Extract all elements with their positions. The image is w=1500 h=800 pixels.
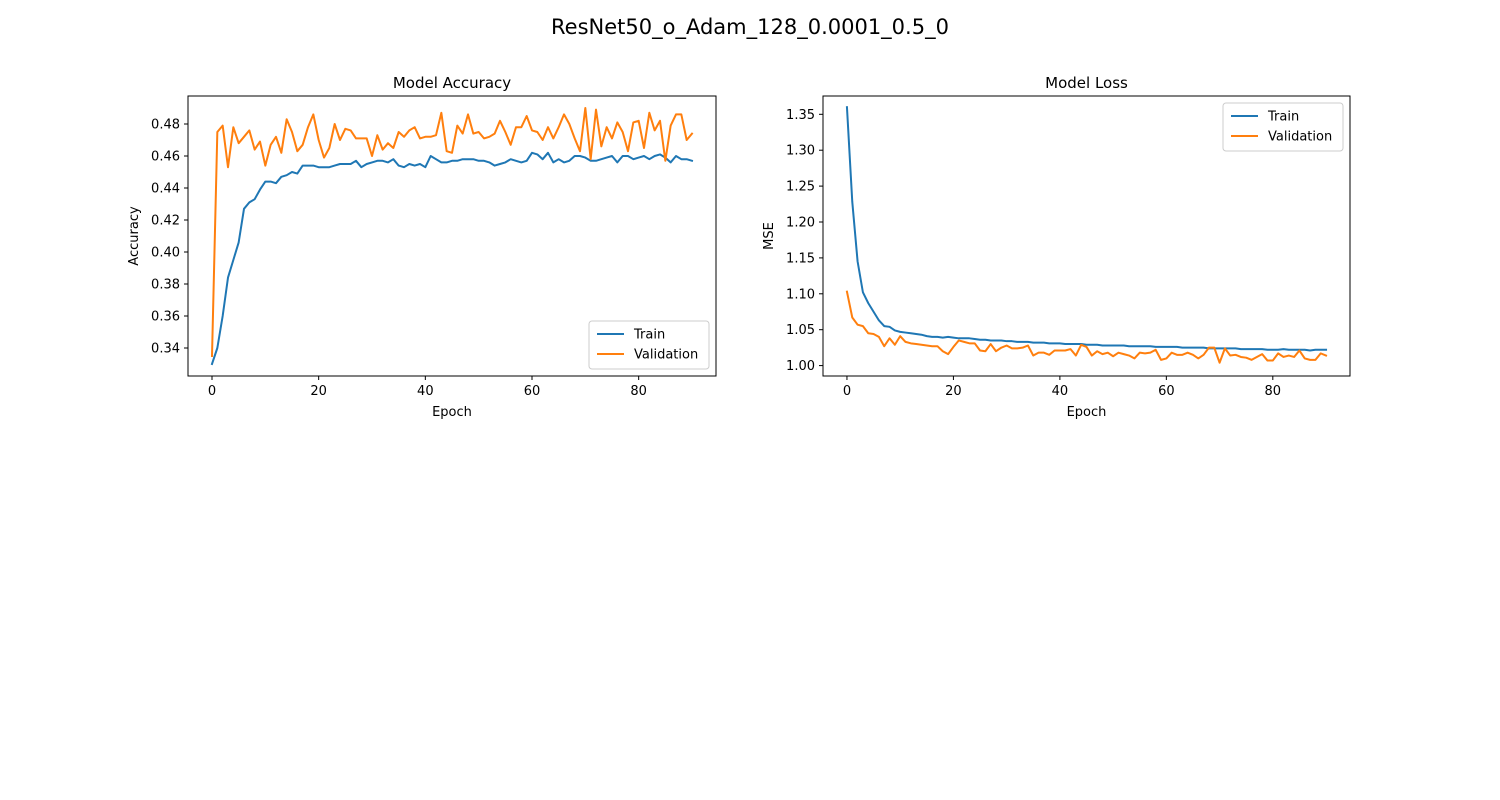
loss-y-tick-label: 1.00 — [786, 359, 815, 374]
loss-chart-title: Model Loss — [1045, 74, 1128, 92]
loss-y-tick-label: 1.35 — [786, 108, 815, 123]
loss-legend-label: Train — [1267, 110, 1299, 125]
accuracy-x-axis-label: Epoch — [432, 405, 472, 420]
accuracy-axes-frame — [187, 95, 717, 377]
figure-suptitle: ResNet50_o_Adam_128_0.0001_0.5_0 — [551, 15, 949, 40]
loss-x-axis-label: Epoch — [1067, 405, 1107, 420]
loss-x-tick-label: 80 — [1265, 384, 1282, 399]
loss-y-tick-label: 1.10 — [786, 287, 815, 302]
loss-series-line-validation — [845, 290, 1328, 364]
accuracy-x-tick-label: 80 — [630, 384, 647, 399]
loss-y-tick-label: 1.15 — [786, 251, 815, 266]
loss-series-line-train — [845, 106, 1328, 352]
accuracy-y-tick-label: 0.40 — [151, 246, 180, 261]
accuracy-y-tick-label: 0.34 — [151, 342, 180, 357]
loss-y-tick-label: 1.05 — [786, 323, 815, 338]
loss-x-tick-label: 0 — [843, 384, 851, 399]
loss-axes-frame — [822, 95, 1351, 377]
accuracy-chart-title: Model Accuracy — [393, 74, 511, 92]
loss-legend-label: Validation — [1268, 130, 1332, 145]
loss-y-tick-label: 1.25 — [786, 180, 815, 195]
accuracy-x-tick-label: 20 — [310, 384, 327, 399]
accuracy-y-axis-label: Accuracy — [127, 206, 142, 266]
accuracy-x-tick-label: 0 — [208, 384, 216, 399]
accuracy-y-tick-label: 0.48 — [151, 118, 180, 133]
loss-y-axis-label: MSE — [762, 222, 777, 250]
accuracy-y-tick-label: 0.42 — [151, 214, 180, 229]
accuracy-series-line-train — [210, 151, 694, 366]
loss-y-tick-label: 1.30 — [786, 144, 815, 159]
loss-chart: Model Loss 0 20 40 60 80 1.00 1.05 1.10 1.15 1.20 1… — [762, 74, 1351, 420]
accuracy-y-tick-label: 0.46 — [151, 150, 180, 165]
accuracy-legend-label: Train — [633, 328, 665, 343]
accuracy-legend-label: Validation — [634, 348, 698, 363]
accuracy-y-tick-label: 0.38 — [151, 278, 180, 293]
loss-x-tick-label: 60 — [1158, 384, 1175, 399]
accuracy-x-tick-label: 60 — [524, 384, 541, 399]
loss-y-tick-label: 1.20 — [786, 216, 815, 231]
loss-x-tick-label: 40 — [1052, 384, 1069, 399]
loss-x-tick-label: 20 — [945, 384, 962, 399]
accuracy-chart: Model Accuracy 0 20 40 60 80 0.34 0.36 0.38 0.40 0… — [127, 74, 717, 420]
accuracy-y-tick-label: 0.36 — [151, 310, 180, 325]
accuracy-x-tick-label: 40 — [417, 384, 434, 399]
accuracy-y-tick-label: 0.44 — [151, 182, 180, 197]
accuracy-series-line-validation — [210, 107, 694, 358]
